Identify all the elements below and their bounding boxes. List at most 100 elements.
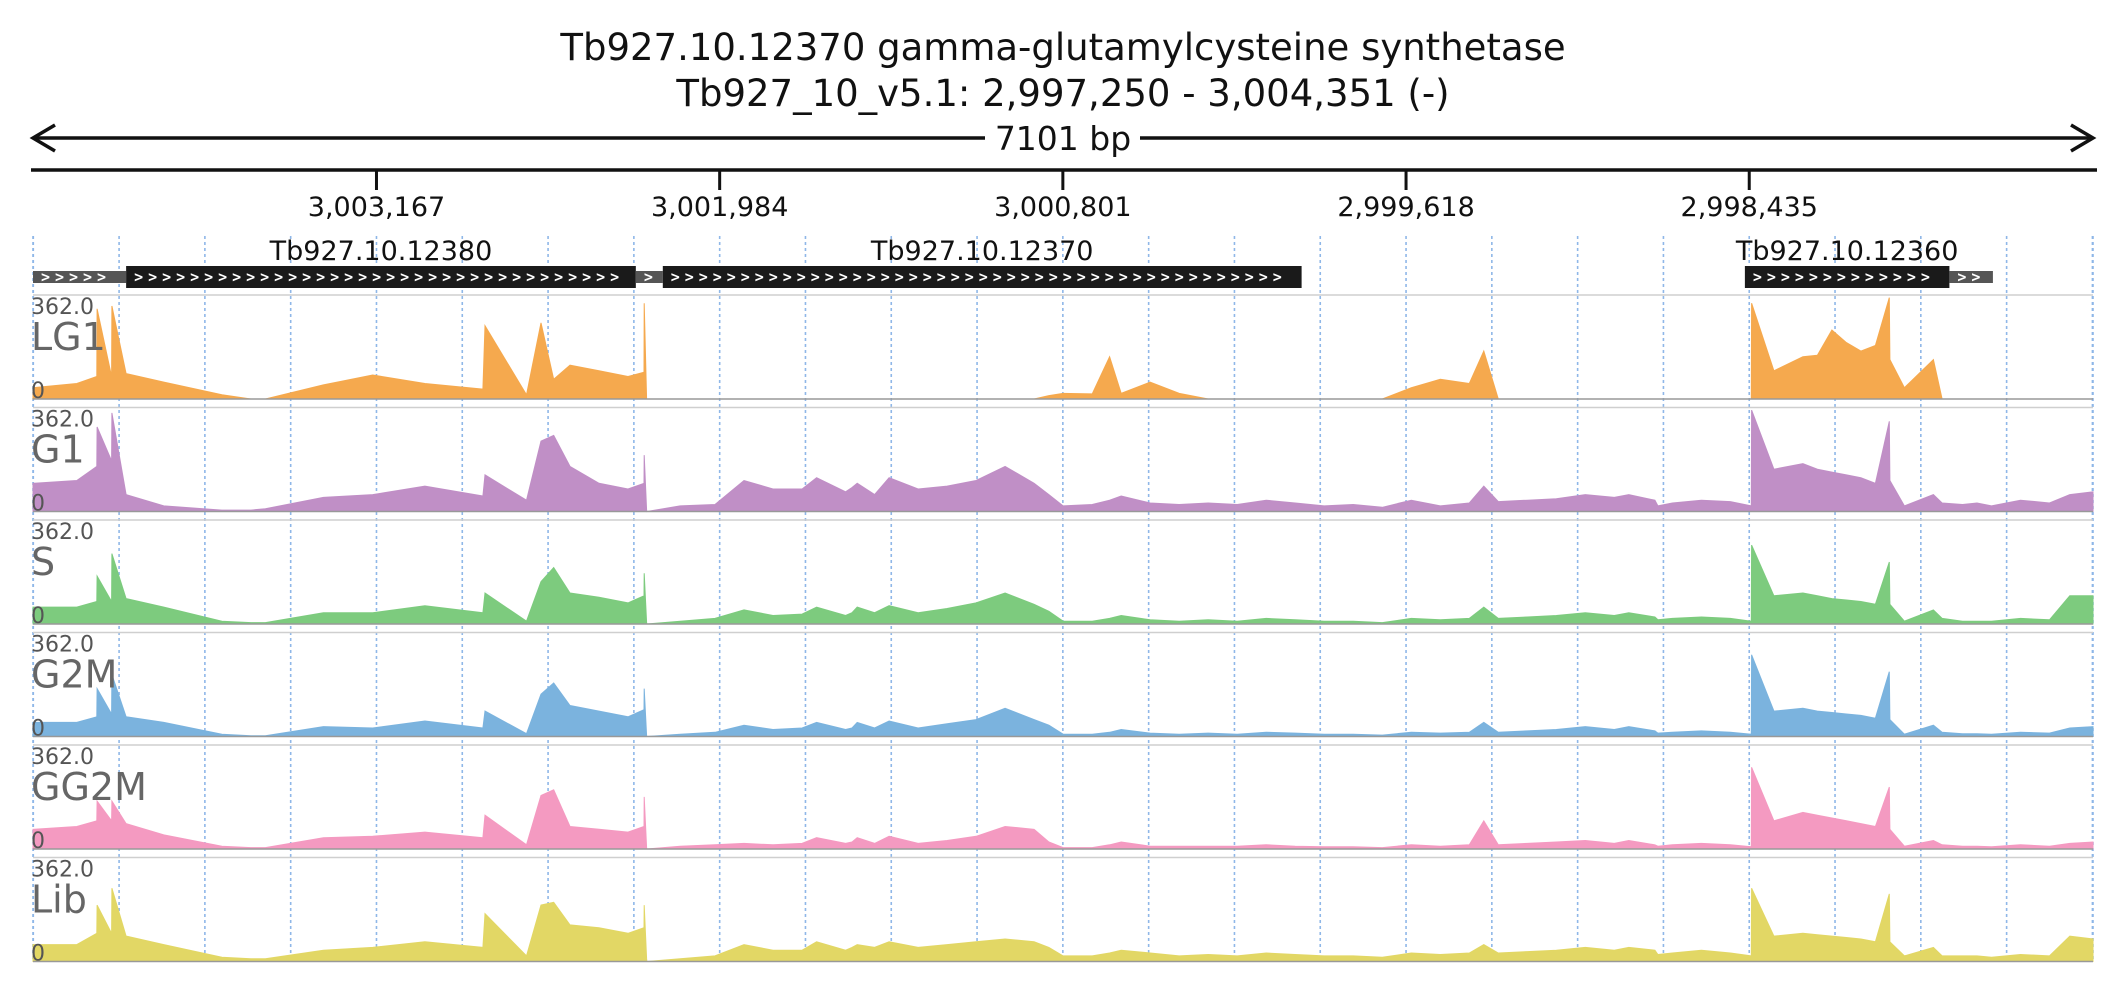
strand-chevron-icon: > xyxy=(853,268,862,286)
strand-chevron-icon: > xyxy=(1105,268,1114,286)
strand-chevron-icon: > xyxy=(1119,268,1128,286)
ruler-ticks: 3,003,167 3,001,984 3,000,801 2,999,618 2,99… xyxy=(308,170,1818,223)
strand-chevron-icon: > xyxy=(965,268,974,286)
strand-chevron-icon: > xyxy=(895,268,904,286)
strand-chevron-icon: > xyxy=(993,268,1002,286)
strand-chevron-icon: > xyxy=(568,268,577,286)
strand-chevron-icon: > xyxy=(1921,268,1930,286)
track-ymin-label: 0 xyxy=(31,492,45,517)
gene-track: > > > > > > > > > > > > > > > > > > > > > > > > > > > > > > > > > > > > > > > >… xyxy=(33,236,1993,288)
strand-chevron-icon: > xyxy=(951,268,960,286)
coverage-area-g2m xyxy=(32,654,2094,738)
gene-label: Tb927.10.12370 xyxy=(870,236,1094,267)
strand-chevron-icon: > xyxy=(1865,268,1874,286)
strand-chevron-icon: > xyxy=(302,268,311,286)
strand-chevron-icon: > xyxy=(797,268,806,286)
strand-chevron-icon: > xyxy=(414,268,423,286)
strand-chevron-icon: > xyxy=(1767,268,1776,286)
strand-chevron-icon: > xyxy=(1245,268,1254,286)
strand-chevron-icon: > xyxy=(316,268,325,286)
strand-chevron-icon: > xyxy=(881,268,890,286)
gene-feature xyxy=(1744,266,1950,288)
track-name: G2M xyxy=(31,653,117,697)
strand-chevron-icon: > xyxy=(1175,268,1184,286)
strand-chevron-icon: > xyxy=(134,268,143,286)
strand-chevron-icon: > xyxy=(937,268,946,286)
strand-chevron-icon: > xyxy=(540,268,549,286)
strand-chevron-icon: > xyxy=(97,268,106,286)
strand-chevron-icon: > xyxy=(498,268,507,286)
strand-chevron-icon: > xyxy=(1091,268,1100,286)
strand-chevron-icon: > xyxy=(979,268,988,286)
track-ymax-label: 362.0 xyxy=(31,520,94,545)
strand-chevron-icon: > xyxy=(372,268,381,286)
track-ymin-label: 0 xyxy=(31,829,45,854)
track-ymax-label: 362.0 xyxy=(31,858,94,883)
coverage-area-gg2m xyxy=(32,767,2094,850)
strand-chevron-icon: > xyxy=(55,268,64,286)
strand-chevron-icon: > xyxy=(1781,268,1790,286)
coverage-area-s xyxy=(32,544,2094,625)
gene-feature xyxy=(126,266,636,288)
strand-chevron-icon: > xyxy=(260,268,269,286)
strand-chevron-icon: > xyxy=(1753,268,1762,286)
strand-chevron-icon: > xyxy=(1007,268,1016,286)
span-arrow: 7101 bp xyxy=(29,119,2097,158)
strand-chevron-icon: > xyxy=(204,268,213,286)
strand-chevron-icon: > xyxy=(1217,268,1226,286)
strand-chevron-icon: > xyxy=(741,268,750,286)
strand-chevron-icon: > xyxy=(727,268,736,286)
strand-chevron-icon: > xyxy=(456,268,465,286)
strand-chevron-icon: > xyxy=(644,268,653,286)
track-name: G1 xyxy=(31,428,85,472)
strand-chevron-icon: > xyxy=(1161,268,1170,286)
span-arrow-right-icon xyxy=(2070,123,2097,153)
strand-chevron-icon: > xyxy=(1823,268,1832,286)
track-ymax-label: 362.0 xyxy=(31,745,94,770)
strand-chevron-icon: > xyxy=(1907,268,1916,286)
strand-chevron-icon: > xyxy=(582,268,591,286)
strand-chevron-icon: > xyxy=(232,268,241,286)
track-ymax-label: 362.0 xyxy=(31,408,94,433)
gene-feature xyxy=(1949,271,1993,283)
gene-feature xyxy=(33,271,127,283)
strand-chevron-icon: > xyxy=(83,268,92,286)
strand-chevron-icon: > xyxy=(811,268,820,286)
strand-chevron-icon: > xyxy=(699,268,708,286)
strand-chevron-icon: > xyxy=(755,268,764,286)
strand-chevron-icon: > xyxy=(330,268,339,286)
gene-label: Tb927.10.12360 xyxy=(1735,236,1959,267)
ruler-tick-label: 3,000,801 xyxy=(994,192,1131,223)
track-g1: 362.0G1 0 xyxy=(31,406,2094,517)
strand-chevron-icon: > xyxy=(596,268,605,286)
strand-chevron-icon: > xyxy=(1957,268,1966,286)
strand-chevron-icon: > xyxy=(1273,268,1282,286)
strand-chevron-icon: > xyxy=(190,268,199,286)
track-ymax-label: 362.0 xyxy=(31,295,94,320)
strand-chevron-icon: > xyxy=(1049,268,1058,286)
strand-chevron-icon: > xyxy=(1893,268,1902,286)
strand-chevron-icon: > xyxy=(526,268,535,286)
gene-feature xyxy=(635,271,663,283)
strand-chevron-icon: > xyxy=(923,268,932,286)
strand-chevron-icon: > xyxy=(783,268,792,286)
strand-chevron-icon: > xyxy=(1077,268,1086,286)
strand-chevron-icon: > xyxy=(1203,268,1212,286)
strand-chevron-icon: > xyxy=(148,268,157,286)
track-name: S xyxy=(31,540,55,584)
strand-chevron-icon: > xyxy=(1971,268,1980,286)
strand-chevron-icon: > xyxy=(484,268,493,286)
region-title: Tb927_10_v5.1: 2,997,250 - 3,004,351 (-) xyxy=(675,72,1449,115)
strand-chevron-icon: > xyxy=(274,268,283,286)
track-ymin-label: 0 xyxy=(31,942,45,967)
span-label: 7101 bp xyxy=(995,119,1131,158)
strand-chevron-icon: > xyxy=(1879,268,1888,286)
ruler-tick-label: 2,998,435 xyxy=(1681,192,1818,223)
strand-chevron-icon: > xyxy=(1063,268,1072,286)
strand-chevron-icon: > xyxy=(512,268,521,286)
track-name: GG2M xyxy=(31,765,147,809)
